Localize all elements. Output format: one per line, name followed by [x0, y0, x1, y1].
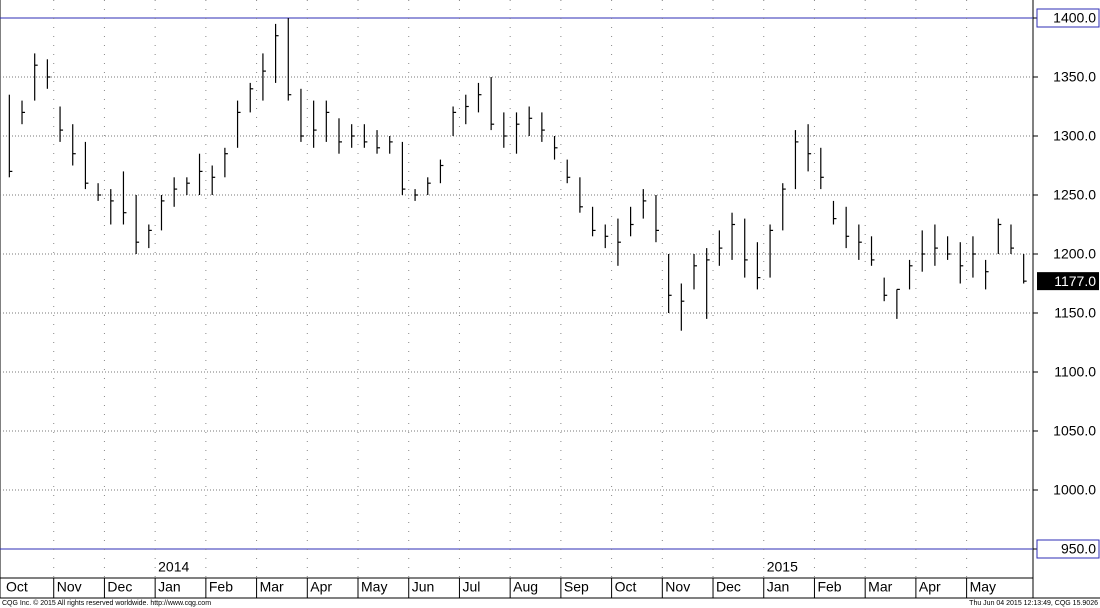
y-tick-label: 1200.0: [1053, 246, 1096, 262]
y-tick-label: 1300.0: [1053, 128, 1096, 144]
x-tick-label: Oct: [6, 579, 28, 595]
y-tick-label: 1400.0: [1053, 10, 1096, 26]
x-tick-label: Aug: [513, 579, 538, 595]
x-tick-label: Apr: [310, 579, 332, 595]
y-tick-label: 1150.0: [1054, 305, 1096, 321]
y-tick-box: [1036, 539, 1100, 559]
x-tick-label: Dec: [716, 579, 741, 595]
x-tick-label: Jan: [767, 579, 790, 595]
x-tick-label: Feb: [209, 579, 233, 595]
x-tick-label: Mar: [260, 579, 284, 595]
x-tick-label: Jul: [462, 579, 480, 595]
y-tick-label: 1100.0: [1054, 364, 1096, 380]
x-tick-label: May: [970, 579, 996, 595]
x-tick-label: Jun: [412, 579, 435, 595]
y-tick-box: [1036, 8, 1100, 28]
year-label: 2014: [158, 559, 189, 575]
x-tick-label: May: [361, 579, 387, 595]
footer-right: Thu Jun 04 2015 12:13:49, CQG 15.9026: [969, 600, 1098, 607]
y-tick-label: 1350.0: [1053, 69, 1096, 85]
x-tick-label: Oct: [615, 579, 637, 595]
x-tick-label: Apr: [919, 579, 941, 595]
y-tick-label: 1250.0: [1053, 187, 1096, 203]
y-tick-label: 1050.0: [1053, 423, 1096, 439]
year-label: 2015: [767, 559, 798, 575]
y-tick-label: 1000.0: [1053, 482, 1096, 498]
x-tick-label: Jan: [158, 579, 181, 595]
x-tick-label: Sep: [564, 579, 589, 595]
x-tick-label: Nov: [57, 579, 82, 595]
x-tick-label: Nov: [665, 579, 690, 595]
x-tick-label: Mar: [868, 579, 892, 595]
x-tick-label: Dec: [107, 579, 132, 595]
last-price-label: 1177.0: [1054, 273, 1096, 289]
footer-left: CQG Inc. © 2015 All rights reserved worl…: [2, 599, 211, 607]
last-price-box: [1037, 272, 1099, 291]
x-tick-label: Feb: [817, 579, 841, 595]
y-tick-label: 950.0: [1061, 541, 1096, 557]
